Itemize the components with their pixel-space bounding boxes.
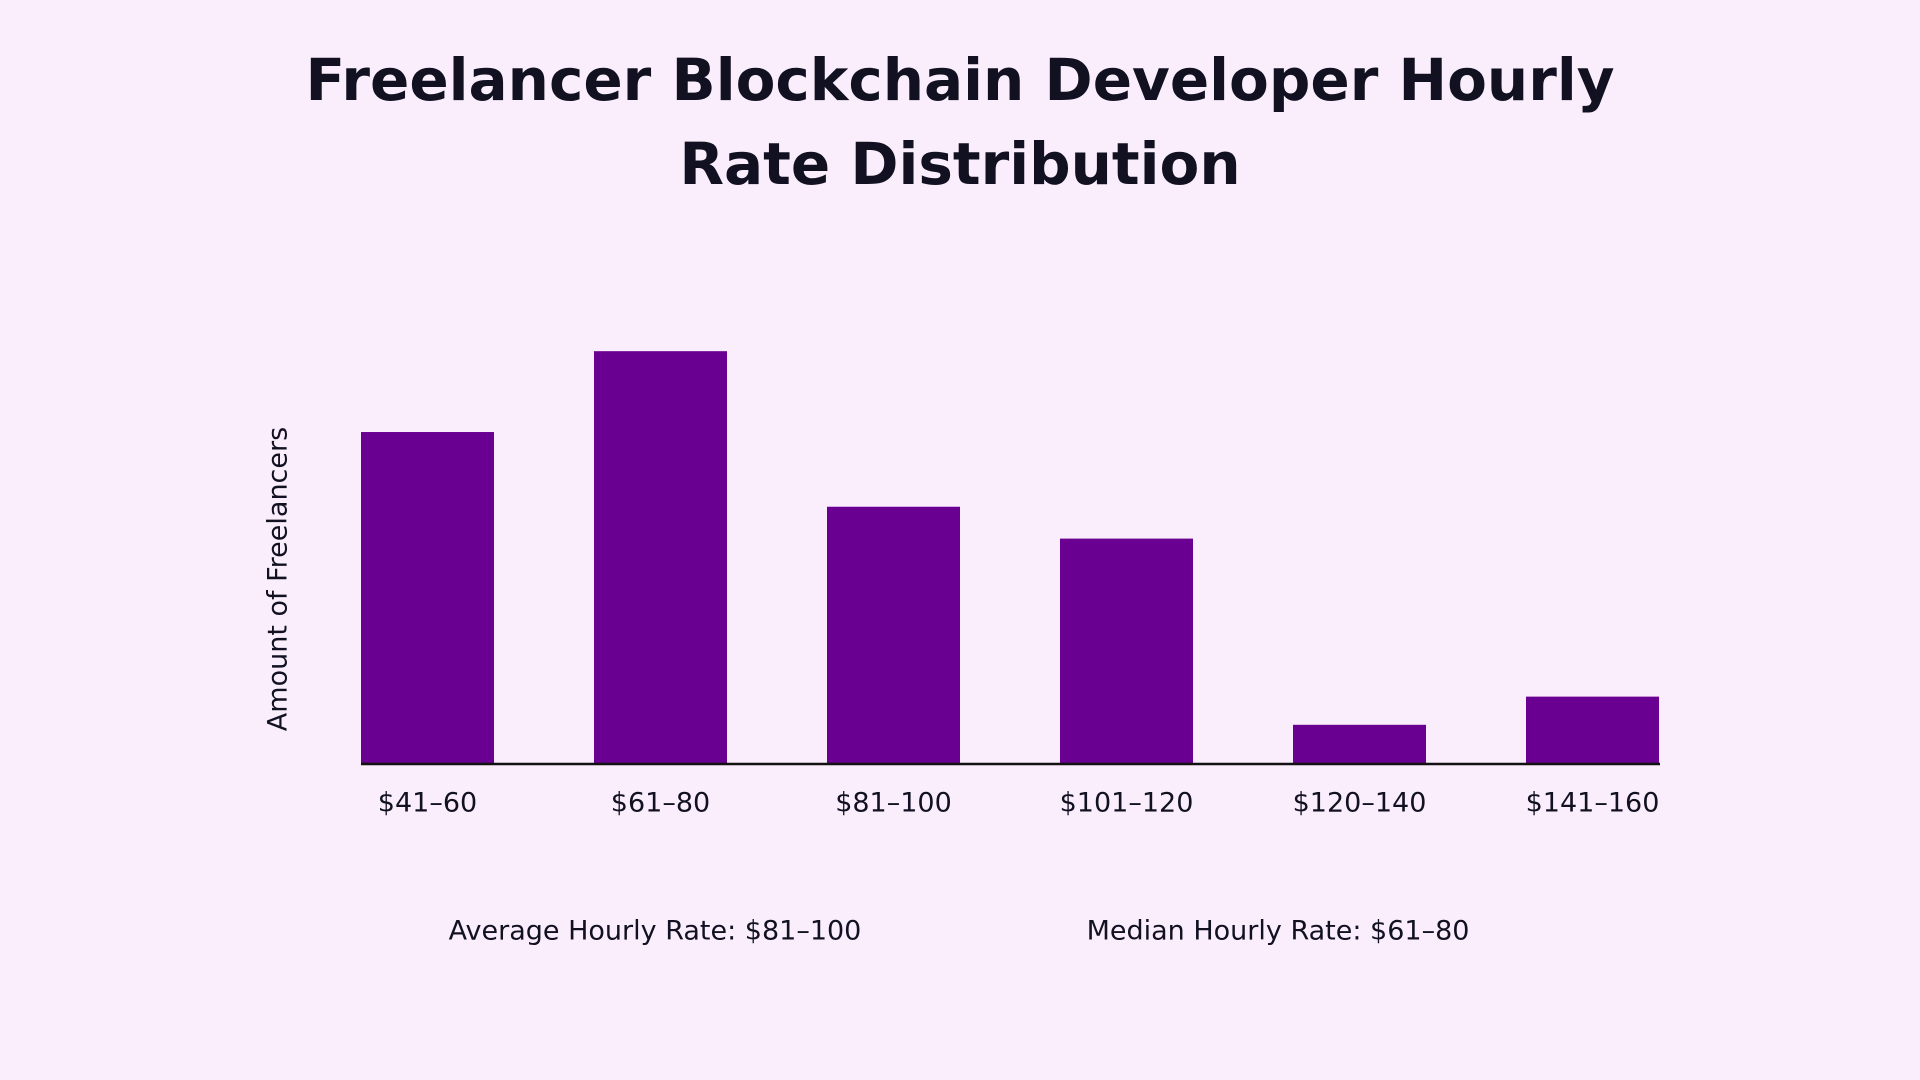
- annotation: Median Hourly Rate: $61–80: [1087, 916, 1470, 947]
- bar: [594, 351, 727, 764]
- x-tick-label: $41–60: [378, 788, 477, 819]
- bar: [1060, 538, 1193, 764]
- x-tick-label: $61–80: [611, 788, 710, 819]
- chart-title-line2: Rate Distribution: [679, 130, 1240, 198]
- bar: [827, 506, 960, 764]
- x-tick-label: $81–100: [835, 788, 952, 819]
- annotation: Average Hourly Rate: $81–100: [449, 916, 862, 947]
- x-tick-label: $120–140: [1293, 788, 1427, 819]
- x-tick-label: $101–120: [1060, 788, 1194, 819]
- chart-title: Freelancer Blockchain Developer Hourly: [305, 46, 1614, 114]
- bar: [1526, 696, 1659, 764]
- y-axis-label: Amount of Freelancers: [263, 427, 294, 731]
- bar: [1293, 724, 1426, 764]
- bar: [361, 432, 494, 764]
- x-tick-label: $141–160: [1526, 788, 1660, 819]
